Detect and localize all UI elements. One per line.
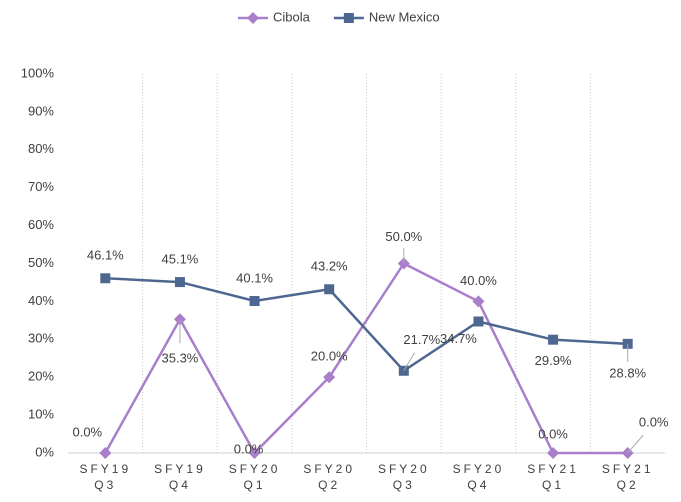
y-tick-label: 90% xyxy=(28,103,54,118)
legend-marker xyxy=(247,12,259,24)
y-tick-label: 50% xyxy=(28,255,54,270)
marker xyxy=(323,371,336,384)
marker xyxy=(547,447,560,459)
data-label: 46.1% xyxy=(87,248,124,263)
marker xyxy=(100,273,111,284)
x-tick-label: SFY19 Q4 xyxy=(154,462,206,492)
data-label: 43.2% xyxy=(311,259,348,274)
y-tick-label: 100% xyxy=(21,65,55,80)
data-label: 45.1% xyxy=(162,252,199,267)
data-label: 0.0% xyxy=(72,424,102,439)
y-tick-label: 80% xyxy=(28,141,54,156)
legend-marker xyxy=(343,13,354,23)
data-label: 29.9% xyxy=(535,353,572,368)
x-tick-label: SFY20 Q1 xyxy=(229,462,281,492)
marker xyxy=(249,296,260,307)
data-label: 35.3% xyxy=(162,351,199,366)
leader-line xyxy=(403,352,416,372)
marker xyxy=(324,284,335,295)
x-tick-label: SFY20 Q4 xyxy=(453,462,505,492)
data-label: 28.8% xyxy=(609,365,646,380)
x-tick-label: SFY20 Q3 xyxy=(378,462,430,492)
y-tick-label: 60% xyxy=(28,217,54,232)
x-tick-label: SFY21 Q2 xyxy=(602,462,654,492)
x-tick-label: SFY20 Q2 xyxy=(303,462,355,492)
legend-label: New Mexico xyxy=(369,9,440,24)
x-tick-label: SFY21 Q1 xyxy=(527,462,579,492)
y-tick-label: 30% xyxy=(28,331,54,346)
x-tick-label: SFY19 Q3 xyxy=(79,462,131,492)
marker xyxy=(548,334,559,345)
data-label: 20.0% xyxy=(311,349,348,364)
data-label: 50.0% xyxy=(385,229,422,244)
data-label: 0.0% xyxy=(234,441,264,456)
leader-line xyxy=(627,434,644,454)
y-tick-label: 0% xyxy=(35,444,54,459)
series-line xyxy=(105,277,628,373)
y-tick-label: 10% xyxy=(28,407,54,422)
data-label: 40.1% xyxy=(236,270,273,285)
marker xyxy=(472,295,485,308)
marker xyxy=(99,447,112,459)
marker xyxy=(473,316,484,327)
y-tick-label: 70% xyxy=(28,179,54,194)
y-tick-label: 20% xyxy=(28,369,54,384)
data-label: 0.0% xyxy=(538,426,568,441)
legend-label: Cibola xyxy=(273,9,311,24)
y-tick-label: 40% xyxy=(28,293,54,308)
series-line xyxy=(104,261,628,456)
marker xyxy=(248,447,261,459)
data-label: 34.7% xyxy=(440,331,477,346)
data-label: 0.0% xyxy=(639,414,669,429)
marker xyxy=(174,277,185,288)
data-label: 21.7% xyxy=(403,332,440,347)
data-label: 40.0% xyxy=(460,273,497,288)
